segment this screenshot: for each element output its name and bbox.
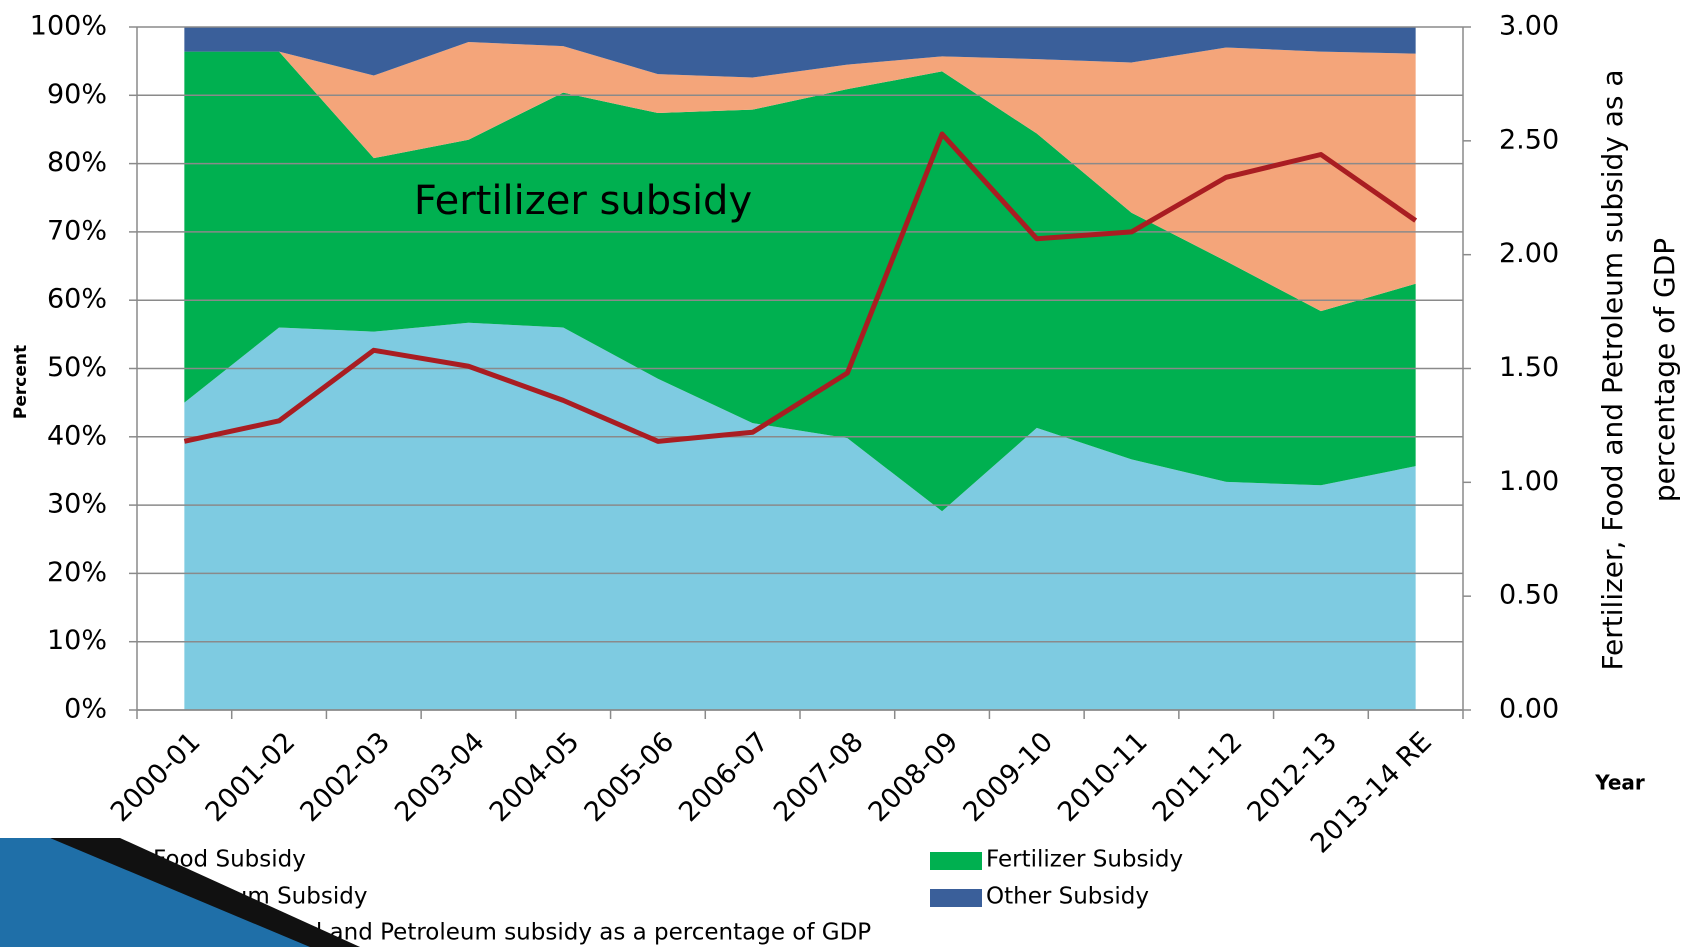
y-tick-label: 100% <box>30 11 107 42</box>
y-tick-label: 70% <box>47 215 107 246</box>
y2-axis-label: percentage of GDP <box>1648 238 1681 502</box>
x-tick-label: 2010-11 <box>1052 726 1154 828</box>
areas <box>184 27 1416 710</box>
x-axis-label: Year <box>1594 771 1645 795</box>
area <box>184 42 1416 312</box>
x-tick-label: 2000-01 <box>105 726 207 828</box>
y-tick-label: 40% <box>47 420 107 451</box>
x-tick-label: 2004-05 <box>484 726 586 828</box>
y-tick-label: 10% <box>47 625 107 656</box>
y-tick-label: 50% <box>47 352 107 383</box>
y-tick-label: 20% <box>47 557 107 588</box>
line <box>183 131 1418 444</box>
x-tick-label: 2003-04 <box>389 726 491 828</box>
x-tick-label: 2008-09 <box>863 726 965 828</box>
y-tick-label: 0% <box>64 694 107 725</box>
legend-label: Other Subsidy <box>986 884 1149 910</box>
x-tick-label: 2002-03 <box>294 726 396 828</box>
y2-tick-label: 0.50 <box>1499 580 1559 611</box>
y2-tick-label: 2.00 <box>1499 238 1559 269</box>
area <box>184 51 1416 512</box>
x-tick-label: 2005-06 <box>578 726 680 828</box>
x-tick-label: 2012-13 <box>1241 726 1343 828</box>
x-tick-label: 2011-12 <box>1147 726 1249 828</box>
x-tick-label: 2009-10 <box>957 726 1059 828</box>
y2-axis-label: Fertilizer, Food and Petroleum subsidy a… <box>1596 69 1629 670</box>
x-tick-label: 2007-08 <box>768 726 870 828</box>
x-tick-label: 2001-02 <box>200 726 302 828</box>
y-tick-label: 30% <box>47 489 107 520</box>
legend-swatch <box>930 889 982 907</box>
y-tick-label: 60% <box>47 284 107 315</box>
x-tick-label: 2006-07 <box>673 726 775 828</box>
y2-tick-label: 1.50 <box>1499 352 1559 383</box>
y2-tick-label: 0.00 <box>1499 694 1559 725</box>
area <box>184 322 1416 710</box>
y-axis-label: Percent <box>11 345 31 419</box>
legend-label: Fertilizer Subsidy <box>986 847 1183 873</box>
annotation: Fertilizer subsidy <box>414 178 752 224</box>
y2-tick-label: 2.50 <box>1499 124 1559 155</box>
y-tick-label: 80% <box>47 147 107 178</box>
legend-swatch <box>930 852 982 870</box>
area <box>184 27 1416 78</box>
y2-tick-label: 1.00 <box>1499 466 1559 497</box>
slide-decoration <box>0 838 360 947</box>
y2-tick-label: 3.00 <box>1499 11 1559 42</box>
y-tick-label: 90% <box>47 79 107 110</box>
